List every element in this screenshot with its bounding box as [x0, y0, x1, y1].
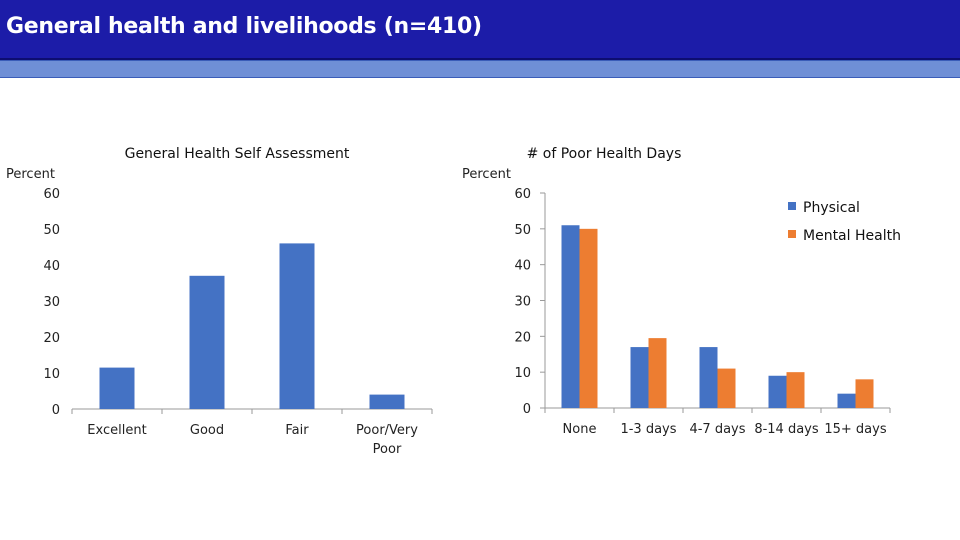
- page-title: General health and livelihoods (n=410): [6, 14, 482, 39]
- chart2-y-tick: 20: [514, 330, 531, 345]
- chart-general-health: General Health Self Assessment Percent 0…: [6, 146, 433, 457]
- chart1-y-tick: 0: [52, 403, 60, 418]
- chart2-bar-physical: [768, 375, 787, 408]
- chart1-x-label: Excellent: [87, 423, 146, 438]
- chart1-x-label: Fair: [285, 423, 309, 438]
- chart1-bar: [99, 367, 135, 409]
- chart2-title: # of Poor Health Days: [527, 146, 682, 162]
- chart2-bar-mental: [855, 379, 874, 408]
- chart2-bar-physical: [699, 347, 718, 408]
- legend-swatch: [788, 230, 796, 238]
- chart2-bar-mental: [648, 338, 667, 408]
- chart1-y-tick: 30: [43, 295, 60, 310]
- chart2-legend: Physical Mental Health: [788, 200, 901, 244]
- chart2-bar-mental: [786, 372, 805, 408]
- chart2-bar-physical: [837, 393, 856, 408]
- chart1-bar: [279, 243, 315, 409]
- chart2-bar-mental: [579, 228, 598, 408]
- chart1-y-tick: 20: [43, 331, 60, 346]
- chart2-bar-mental: [717, 368, 736, 408]
- chart2-x-label: 8-14 days: [754, 422, 819, 437]
- chart1-x-label: Poor: [373, 442, 402, 457]
- chart2-x-label: 4-7 days: [689, 422, 745, 437]
- chart1-y-tick: 10: [43, 367, 60, 382]
- chart1-title: General Health Self Assessment: [125, 146, 350, 162]
- chart2-bar-physical: [561, 225, 580, 408]
- chart-poor-health-days: # of Poor Health Days Percent 0 10 20 30 40 5…: [462, 146, 901, 437]
- chart1-ylabel: Percent: [6, 167, 55, 182]
- legend-swatch: [788, 202, 796, 210]
- chart2-y-tick: 30: [514, 295, 531, 310]
- chart2-y-tick: 40: [514, 259, 531, 274]
- legend-label: Mental Health: [803, 228, 901, 244]
- title-subbar: [0, 60, 960, 78]
- chart1-y-tick: 50: [43, 223, 60, 238]
- chart2-x-label: 1-3 days: [620, 422, 676, 437]
- chart1-x-label: Good: [190, 423, 224, 438]
- title-bar: General health and livelihoods (n=410): [0, 0, 960, 60]
- chart1-y-tick: 40: [43, 259, 60, 274]
- chart1-y-tick: 60: [43, 187, 60, 202]
- chart2-bar-physical: [630, 347, 649, 408]
- chart2-y-tick: 50: [514, 223, 531, 238]
- chart2-y-tick: 0: [523, 402, 531, 417]
- chart1-bar: [369, 394, 405, 409]
- chart1-x-label: Poor/Very: [356, 423, 418, 438]
- chart2-y-tick: 60: [514, 187, 531, 202]
- chart2-y-tick: 10: [514, 366, 531, 381]
- chart2-ylabel: Percent: [462, 167, 511, 182]
- legend-label: Physical: [803, 200, 860, 216]
- chart1-bar: [189, 275, 225, 409]
- chart2-x-label: None: [563, 422, 597, 437]
- chart2-x-label: 15+ days: [824, 422, 886, 437]
